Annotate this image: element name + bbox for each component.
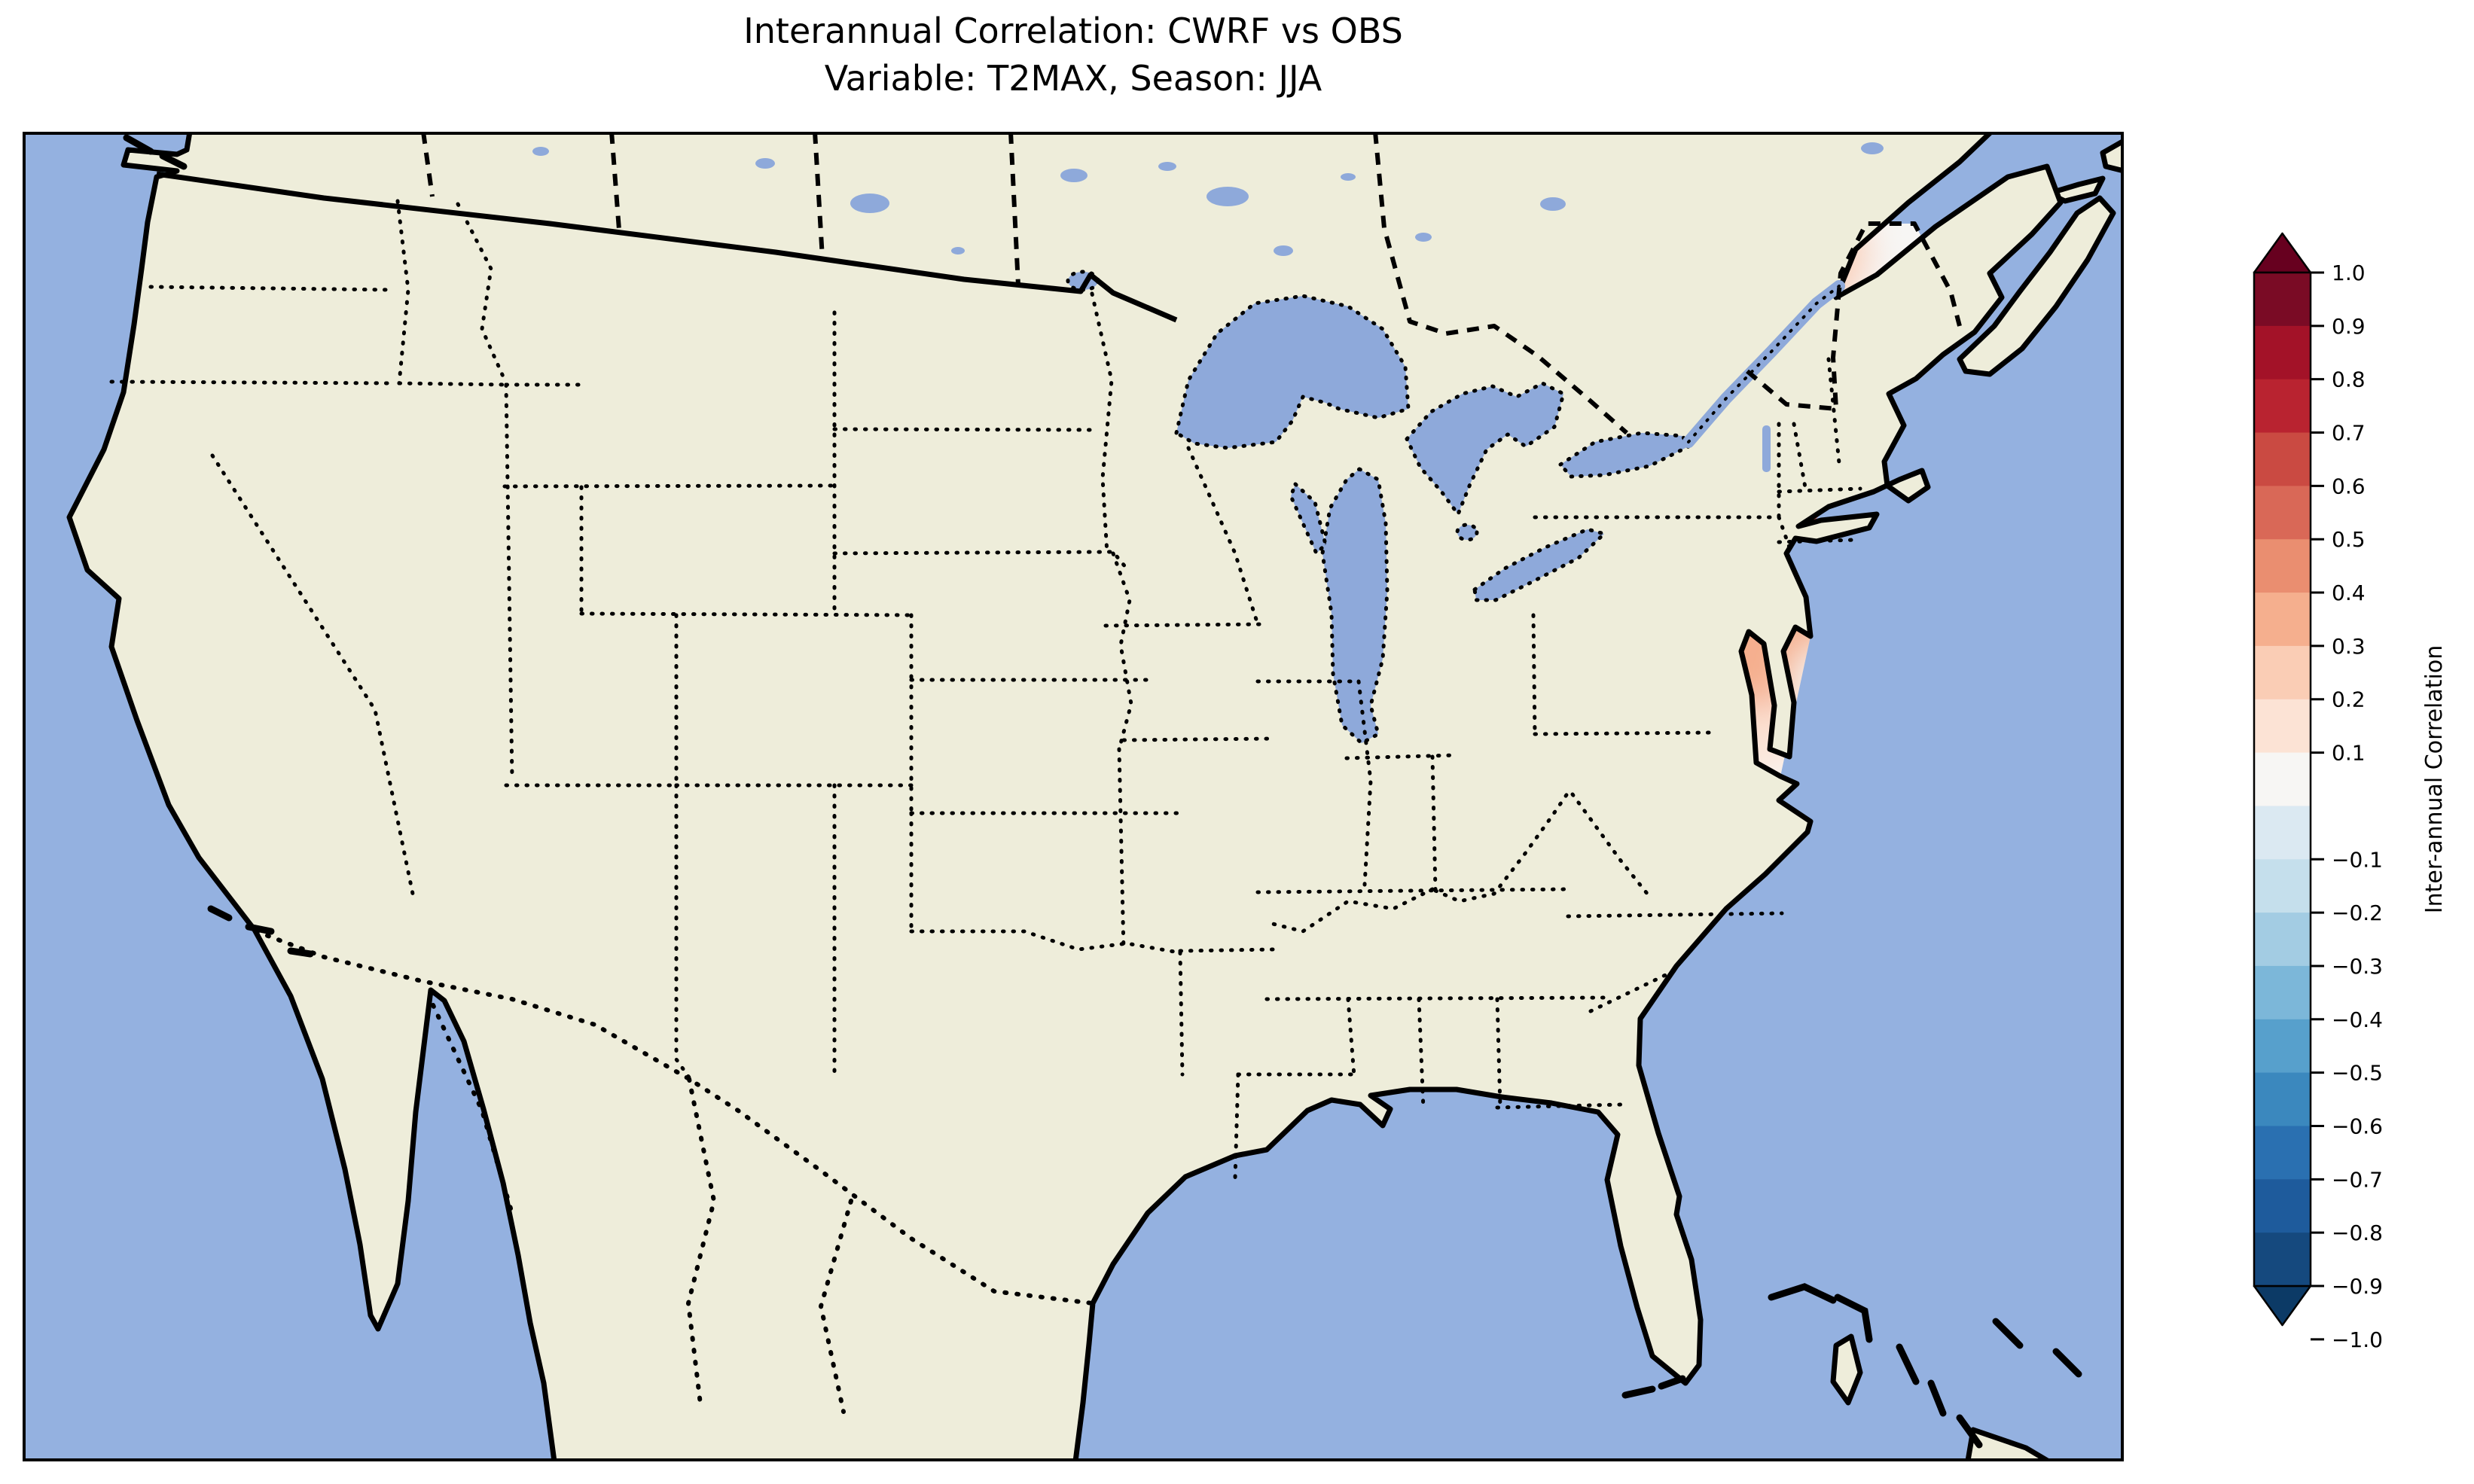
colorbar-tick-label: 0.8 xyxy=(2332,367,2366,392)
colorbar-tick-label: 0.2 xyxy=(2332,687,2366,712)
colorbar-segment xyxy=(2254,432,2311,486)
colorbar-segment xyxy=(2254,1072,2311,1127)
colorbar-segment xyxy=(2254,806,2311,860)
colorbar-segment xyxy=(2254,699,2311,754)
colorbar-tick-label: 0.9 xyxy=(2332,314,2366,339)
small-islands xyxy=(123,134,2082,1449)
colorbar-arrow-top xyxy=(2253,232,2312,274)
colorbar-ticks: 1.0 0.9 0.8 0.7 0.6 0.5 0.4 0.3 0.2 0.1 −0.1 −0.2 −0… xyxy=(2311,261,2383,1352)
colorbar-tick-label: −0.9 xyxy=(2332,1274,2383,1299)
colorbar-arrow-bottom xyxy=(2253,1284,2312,1327)
colorbar-tick-label: −0.7 xyxy=(2332,1167,2383,1192)
colorbar-tick-label: −0.1 xyxy=(2332,847,2383,872)
colorbar-segment xyxy=(2254,593,2311,647)
lake-erie xyxy=(1472,527,1606,602)
lake-champlain xyxy=(1762,425,1771,472)
st-lawrence-banks xyxy=(1687,285,1841,443)
colorbar-tick-label: 0.5 xyxy=(2332,527,2366,552)
cape-breton-island xyxy=(2100,138,2124,174)
colorbar-tick-label: −0.3 xyxy=(2332,954,2383,979)
green-bay xyxy=(1289,482,1328,556)
cuba-coast xyxy=(1965,1427,2055,1461)
us-correlation-map xyxy=(23,132,2124,1461)
channel-islands xyxy=(207,905,233,922)
state-borders xyxy=(109,199,1862,1181)
colorbar-segment xyxy=(2254,1019,2311,1074)
colorbar-tick-label: −1.0 xyxy=(2332,1327,2383,1352)
colorbar-tick-label: −0.2 xyxy=(2332,900,2383,925)
colorbar-tick-label: 0.4 xyxy=(2332,580,2366,605)
canada-province-borders xyxy=(421,132,1962,435)
figure-title: Interannual Correlation: CWRF vs OBS Var… xyxy=(23,8,2124,103)
colorbar-axis-label: Inter-annual Correlation xyxy=(2421,645,2448,913)
colorbar-tick-label: 0.7 xyxy=(2332,421,2366,446)
lake-st-clair xyxy=(1455,523,1479,542)
colorbar-body xyxy=(2253,232,2312,1327)
great-lakes xyxy=(1066,270,1691,745)
colorbar-segment xyxy=(2254,539,2311,593)
colorbar-outline xyxy=(2253,271,2312,1287)
vancouver-island-bits xyxy=(123,134,154,155)
title-line-2: Variable: T2MAX, Season: JJA xyxy=(824,58,1322,99)
colorbar-segment xyxy=(2254,859,2311,913)
colorbar-tick-label: −0.5 xyxy=(2332,1061,2383,1086)
colorbar-segment xyxy=(2254,965,2311,1020)
colorbar-segment xyxy=(2254,752,2311,807)
colorbar-tick-label: −0.8 xyxy=(2332,1220,2383,1245)
colorbar-segment xyxy=(2254,325,2311,380)
bahamas xyxy=(1768,1283,1837,1304)
canadian-lakes xyxy=(532,142,1884,472)
colorbar-tick-label: 1.0 xyxy=(2332,261,2366,285)
lake-superior xyxy=(1174,294,1411,450)
colorbar-segment xyxy=(2254,1126,2311,1180)
title-line-1: Interannual Correlation: CWRF vs OBS xyxy=(743,11,1403,51)
colorbar-segment xyxy=(2254,1233,2311,1287)
offshore-landmasses xyxy=(1830,138,2124,1461)
colorbar: 1.0 0.9 0.8 0.7 0.6 0.5 0.4 0.3 0.2 0.1 −0.1 −0.2 −0… xyxy=(2253,232,2448,1352)
mexico-borders xyxy=(254,929,1095,1414)
us-canada-border xyxy=(156,171,1178,323)
colorbar-segment xyxy=(2254,1179,2311,1233)
andros-island xyxy=(1830,1333,1863,1406)
colorbar-segment xyxy=(2254,273,2311,327)
florida-keys xyxy=(1621,1385,1656,1399)
colorbar-segment xyxy=(2254,379,2311,434)
colorbar-segment xyxy=(2254,645,2311,700)
map-frame xyxy=(23,132,2124,1461)
nova-scotia xyxy=(1957,195,2116,377)
lake-huron xyxy=(1405,381,1566,517)
colorbar-tick-label: −0.4 xyxy=(2332,1007,2383,1032)
colorbar-segment xyxy=(2254,913,2311,967)
lake-michigan xyxy=(1320,467,1390,745)
colorbar-segment xyxy=(2254,486,2311,540)
colorbar-tick-label: 0.6 xyxy=(2332,474,2366,498)
colorbar-tick-label: 0.1 xyxy=(2332,741,2366,766)
colorbar-tick-label: 0.3 xyxy=(2332,634,2366,659)
colorbar-tick-label: −0.6 xyxy=(2332,1114,2383,1138)
quebec-maine-border xyxy=(1746,221,1962,411)
